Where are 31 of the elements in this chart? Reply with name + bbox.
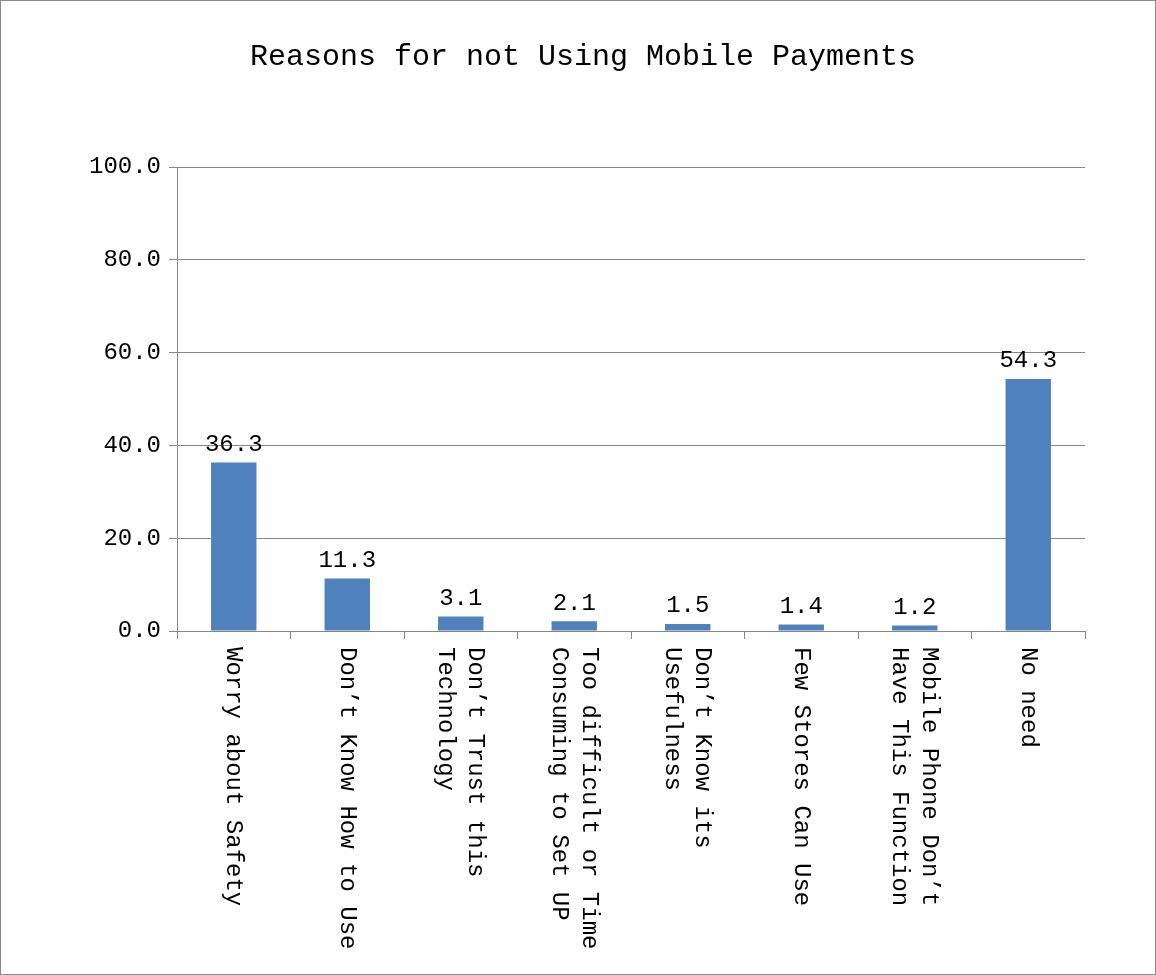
x-tick-label: Don’t Know How to Use bbox=[333, 647, 361, 950]
data-label: 3.1 bbox=[439, 584, 483, 612]
data-label: 2.1 bbox=[552, 589, 596, 617]
x-tick-label: Mobile Phone Don’t Have This Function bbox=[886, 647, 944, 907]
bar bbox=[1005, 379, 1051, 631]
data-label: 1.2 bbox=[893, 593, 937, 621]
y-tick-label: 100.0 bbox=[89, 153, 162, 181]
bar bbox=[324, 578, 370, 631]
y-tick-label: 60.0 bbox=[103, 338, 162, 366]
bar bbox=[892, 625, 938, 631]
x-tick-label: Don’t Trust this Technology bbox=[432, 647, 490, 878]
x-tick-label: Don’t Know its Usefulness bbox=[659, 647, 717, 849]
data-label: 54.3 bbox=[999, 347, 1058, 375]
bar bbox=[211, 462, 257, 631]
data-label: 1.4 bbox=[779, 592, 823, 620]
x-tick-label: Few Stores Can Use bbox=[787, 647, 815, 907]
y-tick-label: 0.0 bbox=[117, 617, 162, 645]
x-tick-label: Too difficult or Time Consuming to Set UP bbox=[545, 647, 603, 950]
y-tick-label: 40.0 bbox=[103, 431, 162, 459]
data-label: 11.3 bbox=[318, 546, 377, 574]
bar bbox=[551, 621, 597, 631]
x-tick-label: No need bbox=[1014, 647, 1042, 748]
bar bbox=[438, 616, 484, 631]
y-tick-label: 20.0 bbox=[103, 524, 162, 552]
x-tick-label: Worry about Safety bbox=[220, 647, 248, 907]
y-tick-label: 80.0 bbox=[103, 246, 162, 274]
bar bbox=[665, 624, 711, 631]
bar bbox=[778, 624, 824, 631]
chart-title: Reasons for not Using Mobile Payments bbox=[249, 39, 917, 74]
data-label: 1.5 bbox=[666, 592, 710, 620]
data-label: 36.3 bbox=[204, 430, 263, 458]
